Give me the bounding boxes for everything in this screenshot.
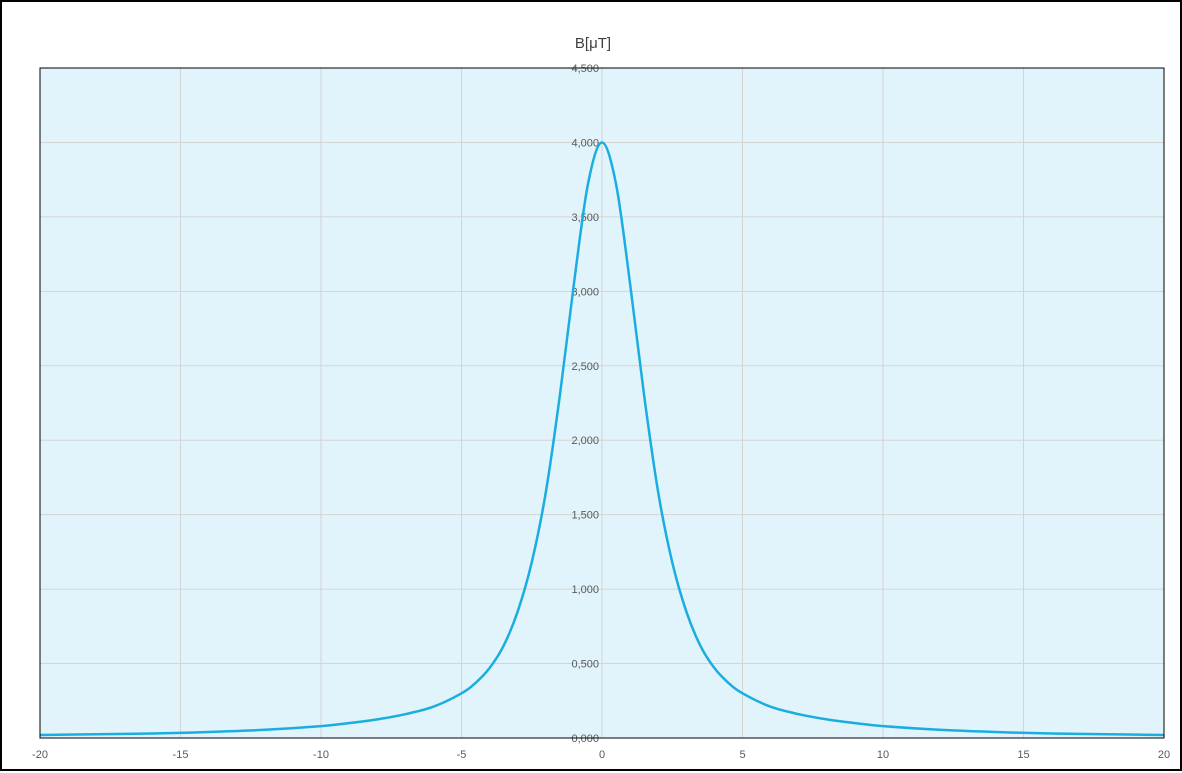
y-tick-label: 4,000 bbox=[571, 137, 599, 149]
x-tick-label: 20 bbox=[1158, 749, 1170, 761]
x-tick-label: 5 bbox=[739, 749, 745, 761]
y-tick-label: 1,500 bbox=[571, 510, 599, 522]
y-tick-label: 3,500 bbox=[571, 212, 599, 224]
y-tick-label: 2,000 bbox=[571, 435, 599, 447]
x-tick-label: 0 bbox=[599, 749, 605, 761]
tick-labels: -20 -15 -10 -5 0 5 10 15 20 0,000 0,500 1,000 1,500 2… bbox=[32, 63, 1170, 761]
x-tick-label: -5 bbox=[457, 749, 467, 761]
y-tick-label: 0,500 bbox=[571, 659, 599, 671]
x-tick-label: -20 bbox=[32, 749, 48, 761]
y-tick-label: 3,000 bbox=[571, 286, 599, 298]
x-tick-label: -15 bbox=[173, 749, 189, 761]
chart-title: B[μT] bbox=[575, 35, 611, 52]
y-tick-label: 1,000 bbox=[571, 584, 599, 596]
y-tick-label: 4,500 bbox=[571, 63, 599, 75]
plot-border bbox=[39, 67, 1165, 739]
y-tick-label: 0,000 bbox=[571, 733, 599, 745]
y-tick-label: 2,500 bbox=[571, 361, 599, 373]
series-line bbox=[39, 141, 1165, 737]
x-tick-label: 10 bbox=[877, 749, 889, 761]
x-tick-label: 15 bbox=[1017, 749, 1029, 761]
x-tick-label: -10 bbox=[313, 749, 329, 761]
